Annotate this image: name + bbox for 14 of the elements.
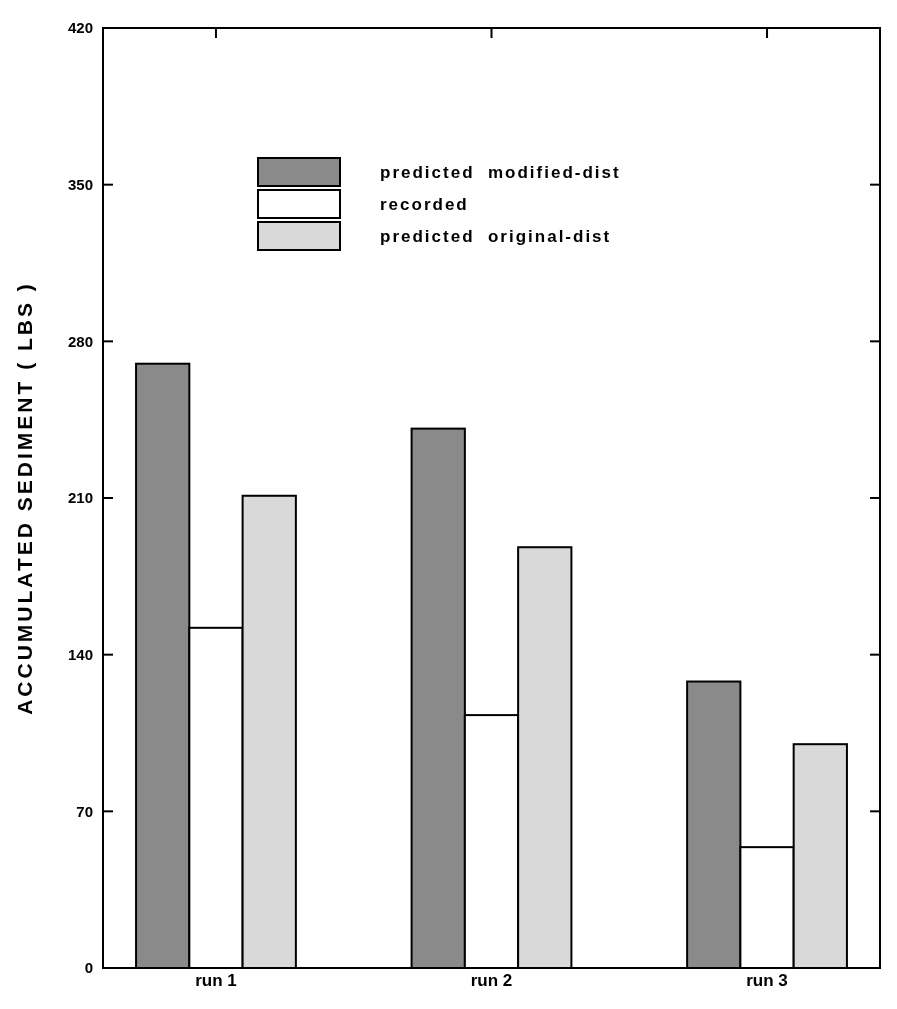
y-tick-label: 280 bbox=[67, 332, 93, 350]
legend-label: predicted original-dist bbox=[380, 226, 612, 246]
legend-label: recorded bbox=[380, 194, 469, 214]
y-axis-title: ACCUMULATED SEDIMENT ( LBS ) bbox=[13, 281, 36, 715]
y-tick-label: 70 bbox=[76, 802, 93, 820]
y-tick-label: 0 bbox=[84, 959, 93, 977]
y-tick-label: 210 bbox=[67, 489, 93, 507]
legend-label: predicted modified-dist bbox=[380, 162, 621, 182]
x-tick-label: run 2 bbox=[470, 971, 513, 990]
y-tick-label: 350 bbox=[67, 175, 93, 193]
x-tick-label: run 3 bbox=[746, 971, 788, 990]
x-tick-label: run 1 bbox=[195, 971, 237, 990]
y-tick-label: 140 bbox=[67, 645, 93, 663]
y-tick-label: 420 bbox=[67, 19, 93, 37]
